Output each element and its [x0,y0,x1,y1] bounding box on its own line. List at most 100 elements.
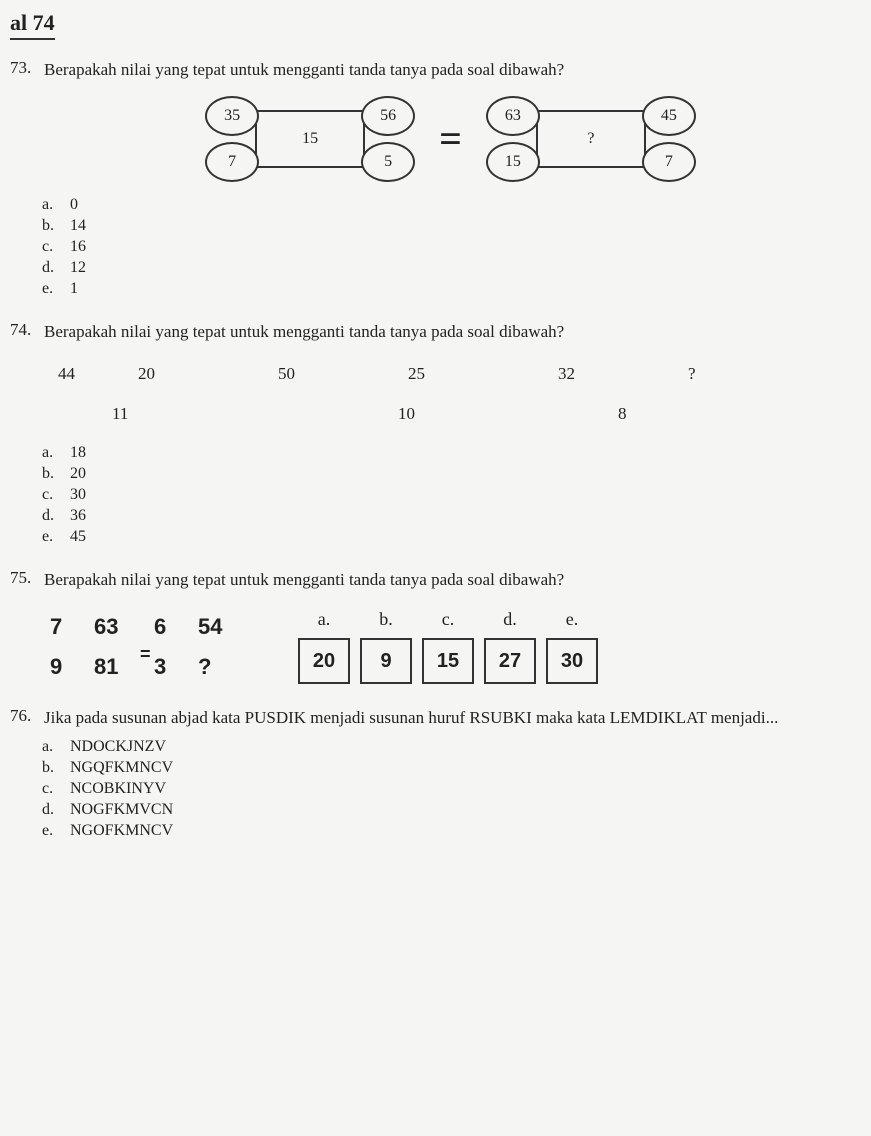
q73-right-block: 63 15 ? 45 7 [486,96,696,182]
option: c. 16 [42,238,851,256]
q75-pattern: 7 63 6 54 9 81 3 ? = [50,614,258,680]
q74-text: Berapakah nilai yang tepat untuk menggan… [44,320,564,344]
rect: 15 [255,110,365,168]
oval: 5 [361,142,415,182]
option-letter: d. [42,801,60,819]
oval: 15 [486,142,540,182]
oval: 56 [361,96,415,136]
option-letter: c. [42,238,60,256]
num-cell: 44 [58,364,138,384]
option-value: 1 [70,280,78,298]
q75-answers: a. 20 b. 9 c. 15 d. 27 e. 30 [298,609,598,684]
question-75: 75. Berapakah nilai yang tepat untuk men… [10,568,851,685]
num-cell: 20 [138,364,278,384]
option: d. 12 [42,259,851,277]
rect: ? [536,110,646,168]
option: a. 18 [42,444,851,462]
answer-box: 20 [298,638,350,684]
grid-cell: 63 [94,614,154,640]
equals-sign: = [439,115,462,162]
option-value: NCOBKINYV [70,780,166,798]
q76-options: a. NDOCKJNZV b. NGQFKMNCV c. NCOBKINYV d. NO… [42,738,851,840]
num-cell: 50 [278,364,408,384]
option: e. NGOFKMNCV [42,822,851,840]
grid-cell: 6 [154,614,198,640]
q75-number: 75. [10,568,36,588]
option: c. 30 [42,486,851,504]
q75-text: Berapakah nilai yang tepat untuk menggan… [44,568,564,592]
option-value: 16 [70,238,86,256]
q73-left-block: 35 7 15 56 5 [205,96,415,182]
oval: 45 [642,96,696,136]
option-letter: e. [42,528,60,546]
q76-number: 76. [10,706,36,726]
option-letter: b. [42,759,60,777]
equals-sign: = [140,644,151,665]
q76-text: Jika pada susunan abjad kata PUSDIK menj… [44,706,778,730]
q74-options: a. 18 b. 20 c. 30 d. 36 e. 45 [42,444,851,546]
oval: 35 [205,96,259,136]
answer-letter: a. [318,609,331,630]
option-value: NDOCKJNZV [70,738,166,756]
answer-col: e. 30 [546,609,598,684]
num-cell: ? [688,364,696,384]
page-header: al 74 [10,10,55,40]
option-value: 14 [70,217,86,235]
answer-box: 9 [360,638,412,684]
option-value: 0 [70,196,78,214]
answer-box: 27 [484,638,536,684]
num-cell: 11 [58,404,358,424]
option: d. 36 [42,507,851,525]
option-letter: d. [42,259,60,277]
question-73: 73. Berapakah nilai yang tepat untuk men… [10,58,851,298]
option-letter: e. [42,280,60,298]
oval: 63 [486,96,540,136]
q74-diagram: 44 20 50 25 32 ? 11 10 8 [58,364,851,424]
option-letter: a. [42,196,60,214]
grid-cell: 3 [154,654,198,680]
option-value: 36 [70,507,86,525]
option-letter: a. [42,738,60,756]
answer-letter: c. [442,609,455,630]
q73-options: a. 0 b. 14 c. 16 d. 12 e. 1 [42,196,851,298]
answer-col: a. 20 [298,609,350,684]
q75-diagram: 7 63 6 54 9 81 3 ? = a. 20 b. 9 c. 15 [50,609,851,684]
option-value: 12 [70,259,86,277]
question-74: 74. Berapakah nilai yang tepat untuk men… [10,320,851,546]
answer-col: c. 15 [422,609,474,684]
question-76: 76. Jika pada susunan abjad kata PUSDIK … [10,706,851,840]
option-value: 18 [70,444,86,462]
option: c. NCOBKINYV [42,780,851,798]
oval: 7 [205,142,259,182]
option: d. NOGFKMVCN [42,801,851,819]
option: e. 45 [42,528,851,546]
num-cell: 10 [358,404,618,424]
grid-cell: ? [198,654,258,680]
option-letter: b. [42,465,60,483]
grid-cell: 54 [198,614,258,640]
option-value: NGQFKMNCV [70,759,173,777]
option: b. 20 [42,465,851,483]
q74-number: 74. [10,320,36,340]
option-value: NGOFKMNCV [70,822,173,840]
answer-col: d. 27 [484,609,536,684]
num-cell: 8 [618,404,627,424]
option-value: 45 [70,528,86,546]
option: a. 0 [42,196,851,214]
q73-diagram: 35 7 15 56 5 = 63 15 ? 45 7 [50,96,851,182]
option-letter: b. [42,217,60,235]
option-letter: d. [42,507,60,525]
option: b. 14 [42,217,851,235]
grid-cell: 7 [50,614,94,640]
option-value: 20 [70,465,86,483]
grid-cell: 9 [50,654,94,680]
answer-letter: d. [503,609,517,630]
option-letter: c. [42,486,60,504]
answer-col: b. 9 [360,609,412,684]
option-letter: c. [42,780,60,798]
option-letter: a. [42,444,60,462]
option-letter: e. [42,822,60,840]
answer-letter: e. [566,609,579,630]
option-value: NOGFKMVCN [70,801,173,819]
option-value: 30 [70,486,86,504]
